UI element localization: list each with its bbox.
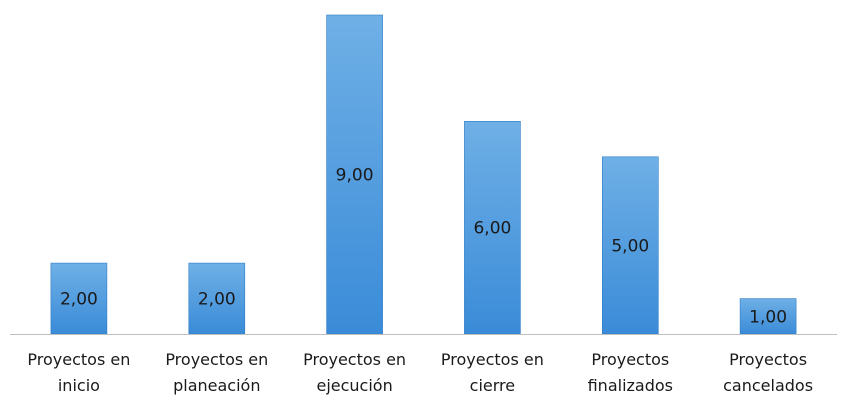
data-label-5: 1,00: [749, 307, 787, 327]
category-label-0: Proyectos en inicio: [27, 350, 130, 395]
bar-0: [50, 262, 108, 335]
bar-2: [326, 14, 383, 335]
data-label-0: 2,00: [60, 290, 98, 310]
bars-layer: [50, 14, 797, 335]
bar-3: [464, 121, 521, 335]
data-label-2: 9,00: [336, 166, 374, 186]
bar-5: [739, 298, 797, 335]
bar-4: [601, 156, 659, 335]
category-label-5: Proyectos cancelados: [723, 350, 813, 395]
category-labels-layer: Proyectos en inicio Proyectos en planeación…: [27, 350, 813, 395]
data-label-3: 6,00: [473, 219, 511, 239]
category-label-3: Proyectos en cierre: [441, 350, 544, 395]
data-label-1: 2,00: [198, 290, 236, 310]
value-labels-layer: 2,00 2,00 9,00 6,00 5,00 1,00: [60, 166, 787, 328]
category-label-2: Proyectos en ejecución: [303, 350, 406, 395]
category-label-4: Proyectos finalizados: [588, 350, 673, 395]
category-label-1: Proyectos en planeación: [165, 350, 268, 395]
data-label-4: 5,00: [611, 236, 649, 256]
bar-1: [188, 262, 246, 335]
